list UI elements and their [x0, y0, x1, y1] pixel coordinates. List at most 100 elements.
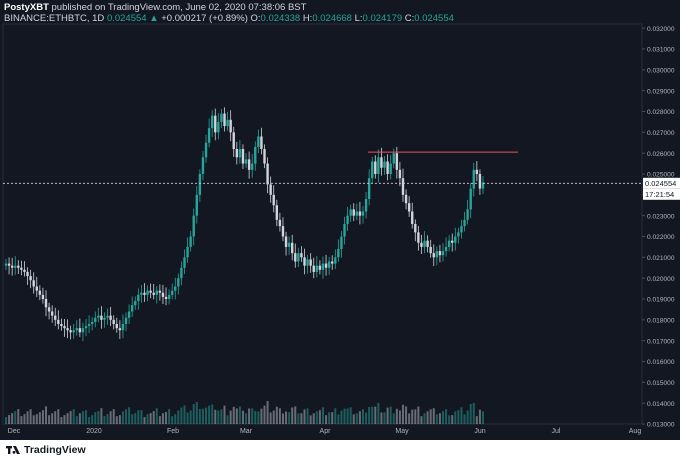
candle-body — [4, 263, 8, 266]
symbol-name[interactable]: BINANCE:ETHBTC, 1D — [4, 13, 105, 24]
candle-body — [398, 169, 402, 179]
volume-bar — [429, 409, 432, 424]
candle-body — [235, 149, 239, 158]
candle-body — [189, 236, 192, 247]
volume-bar — [303, 409, 306, 424]
candle-body — [23, 269, 26, 272]
candle-body — [426, 240, 429, 247]
low-label: L: — [354, 13, 363, 24]
y-tick-label: 0.032000 — [647, 26, 675, 33]
symbol-legend: BINANCE:ETHBTC, 1D 0.024554 ▲ +0.000217 … — [4, 13, 454, 24]
price-tag: 0.024554 17:21:54 — [643, 177, 680, 200]
volume-bar — [149, 413, 152, 424]
volume-bar — [463, 414, 466, 424]
candle-body — [331, 261, 334, 264]
candle-body — [447, 240, 451, 247]
candle-body — [435, 251, 439, 258]
volume-bar — [478, 409, 481, 424]
volume-bar — [257, 411, 260, 424]
candle-body — [149, 290, 152, 293]
candle-body — [371, 161, 374, 179]
volume-bar — [195, 402, 198, 424]
candle-body — [10, 265, 14, 268]
volume-bar — [72, 409, 75, 424]
volume-bar — [343, 408, 346, 424]
candle-body — [38, 290, 42, 295]
volume-bar — [60, 417, 63, 424]
candle-body — [121, 324, 125, 331]
candle-body — [174, 286, 177, 291]
volume-bar — [361, 409, 364, 424]
x-tick-label: Jul — [552, 428, 561, 435]
candle-body — [454, 236, 457, 243]
volume-bar — [346, 408, 349, 424]
volume-bar — [460, 407, 463, 424]
candle-body — [451, 240, 454, 243]
volume-bar — [235, 408, 238, 424]
volume-bar — [94, 412, 97, 424]
author-name[interactable]: PostyXBT — [4, 2, 49, 13]
y-tick-label: 0.030000 — [647, 67, 675, 74]
open-value: 0.024338 — [260, 13, 301, 24]
volume-bar — [445, 409, 448, 424]
volume-bar — [312, 413, 315, 424]
volume-bar — [125, 409, 128, 424]
candle-body — [291, 242, 294, 254]
candle-body — [41, 294, 45, 299]
volume-bar — [217, 410, 220, 424]
candle-body — [469, 188, 472, 210]
candle-body — [324, 263, 328, 268]
volume-bar — [389, 406, 392, 424]
volume-bar — [368, 407, 371, 424]
candle-body — [312, 265, 315, 272]
candle-body — [143, 292, 146, 295]
volume-bar — [321, 407, 324, 424]
volume-bar — [158, 416, 161, 424]
tradingview-logo[interactable]: TradingView — [6, 443, 86, 457]
close-label: C: — [404, 13, 415, 24]
price-axis[interactable]: 0.013000 0.014000 0.015000 0.016000 0.017000… — [642, 26, 675, 429]
volume-bar — [300, 413, 303, 424]
volume-bars — [5, 401, 484, 424]
candle-body — [158, 290, 162, 293]
volume-bar — [63, 415, 66, 424]
candle-body — [63, 326, 66, 329]
candle-body — [306, 259, 309, 266]
candle-body — [337, 249, 340, 258]
candle-body — [389, 163, 392, 174]
candle-body — [155, 290, 158, 295]
candle-body — [395, 153, 399, 170]
candle-body — [414, 224, 417, 233]
volume-bar — [66, 413, 69, 424]
candle-body — [244, 159, 248, 164]
volume-bar — [51, 413, 54, 424]
candle-body — [358, 211, 362, 216]
price-chart[interactable]: 0.013000 0.014000 0.015000 0.016000 0.017000… — [0, 0, 680, 440]
volume-bar — [91, 415, 94, 424]
time-axis[interactable]: Dec 2020 Feb Mar Apr May Jun Jul Aug — [8, 428, 642, 435]
volume-bar — [214, 409, 217, 424]
volume-bar — [441, 411, 444, 424]
candle-body — [303, 257, 306, 266]
volume-bar — [401, 404, 404, 424]
candle-body — [241, 149, 245, 164]
volume-bar — [451, 415, 454, 424]
candle-body — [392, 153, 395, 164]
volume-bar — [26, 411, 29, 424]
volume-bar — [17, 409, 20, 424]
candle-body — [478, 174, 482, 189]
candle-body — [404, 194, 408, 204]
candle-body — [57, 319, 60, 324]
candle-body — [217, 121, 220, 133]
close-value: 0.024554 — [414, 13, 454, 24]
volume-bar — [183, 405, 186, 424]
volume-bar — [306, 408, 309, 424]
y-tick-label: 0.029000 — [647, 88, 675, 95]
candle-body — [250, 163, 254, 170]
volume-bar — [201, 408, 204, 424]
price-tag-label: 0.024554 — [645, 179, 676, 188]
candle-body — [278, 219, 282, 227]
x-tick-label: May — [395, 428, 409, 435]
y-tick-label: 0.023000 — [647, 213, 675, 220]
candle-body — [75, 328, 78, 331]
